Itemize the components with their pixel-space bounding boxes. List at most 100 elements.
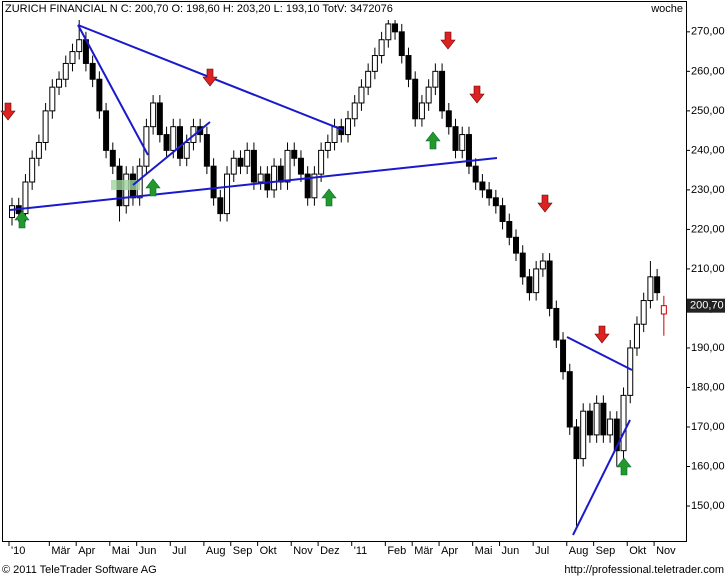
candle-body — [324, 141, 331, 151]
x-tick-label: Apr — [78, 545, 95, 557]
y-tick-label: 270,00 — [691, 26, 725, 38]
x-tick-label: Jun — [502, 545, 520, 557]
trend-line — [132, 121, 211, 186]
candle-body — [593, 402, 600, 436]
last-price-box — [687, 298, 725, 313]
x-tick-label: '10 — [11, 545, 25, 557]
x-tick-label: Jul — [172, 545, 186, 557]
candle-body — [371, 55, 378, 72]
candle-body — [76, 39, 83, 53]
y-tick-label: 240,00 — [691, 144, 725, 156]
x-tick-label: Aug — [569, 545, 589, 557]
candle-body — [22, 181, 29, 215]
y-tick-label: 220,00 — [691, 223, 725, 235]
chart-title: ZURICH FINANCIAL N C: 200,70 O: 198,60 H… — [5, 3, 393, 15]
candle-body — [660, 305, 667, 315]
buy-arrow — [616, 457, 632, 476]
candle-body — [486, 189, 493, 199]
candle-body — [109, 149, 116, 167]
candle-body — [237, 157, 244, 167]
sell-arrow — [594, 325, 610, 344]
candle-body — [311, 173, 318, 199]
candle-body — [546, 260, 553, 309]
trend-line — [566, 336, 633, 371]
candle-body — [318, 149, 325, 175]
candle-body — [304, 173, 311, 199]
last-price-label: 200,70 — [690, 300, 724, 312]
candle-body — [492, 197, 499, 207]
y-tick-label: 250,00 — [691, 105, 725, 117]
trend-line — [572, 419, 631, 536]
candle-body — [284, 149, 291, 183]
y-tick-label: 260,00 — [691, 65, 725, 77]
candle-body — [627, 347, 634, 396]
candle-body — [499, 205, 506, 223]
candle-body — [600, 402, 607, 436]
candle-body — [56, 78, 63, 88]
annotations — [0, 24, 633, 536]
x-tick-label: Jul — [535, 545, 549, 557]
x-tick-label: Nov — [656, 545, 676, 557]
x-tick-label: Aug — [206, 545, 226, 557]
candle-body — [613, 418, 620, 452]
candle-body — [566, 371, 573, 428]
highlight-box — [111, 180, 140, 190]
candle-body — [405, 55, 412, 80]
x-tick-label: Mai — [112, 545, 130, 557]
candle-body — [42, 110, 49, 143]
candle-body — [647, 276, 654, 302]
candle-body — [170, 126, 177, 151]
candle-body — [479, 181, 486, 191]
x-tick-label: Mär — [414, 545, 433, 557]
buy-arrow — [14, 210, 30, 229]
candle-body — [607, 418, 614, 436]
candle-body — [358, 86, 365, 104]
candle-body — [459, 134, 466, 151]
candle-body — [210, 165, 217, 199]
x-tick-label: Apr — [441, 545, 458, 557]
candle-body — [89, 62, 96, 80]
candle-body — [445, 110, 452, 128]
candle-body — [257, 173, 264, 183]
x-tick-label: Nov — [293, 545, 313, 557]
candle-body — [398, 31, 405, 57]
y-tick-label: 150,00 — [691, 500, 725, 512]
candle-body — [338, 126, 345, 136]
candle-body — [412, 78, 419, 120]
candle-body — [217, 197, 224, 215]
candle-body — [513, 236, 519, 254]
candle-body — [553, 307, 560, 341]
candle-body — [150, 102, 157, 128]
candle-body — [519, 252, 526, 278]
candle-body — [586, 410, 593, 436]
candle-body — [506, 221, 513, 238]
candle-body — [69, 51, 76, 64]
candle-body — [331, 126, 338, 143]
candle-body — [418, 102, 425, 120]
x-tick-label: Sep — [596, 545, 616, 557]
candle-body — [297, 157, 304, 175]
candle-body — [432, 70, 439, 88]
y-tick-label: 190,00 — [691, 342, 725, 354]
candles — [9, 19, 667, 526]
period-label: woche — [650, 3, 683, 15]
sell-arrow — [0, 102, 16, 121]
sell-arrow — [202, 68, 218, 87]
x-tick-label: Okt — [260, 545, 277, 557]
candle-body — [250, 149, 257, 183]
candle-body — [452, 126, 459, 151]
candle-body — [156, 102, 163, 136]
y-tick-label: 180,00 — [691, 381, 725, 393]
candle-body — [580, 410, 587, 460]
buy-arrow — [425, 131, 441, 150]
candle-body — [271, 165, 278, 191]
sell-arrow — [537, 194, 553, 213]
candle-body — [244, 149, 251, 167]
candle-body — [425, 86, 432, 104]
candle-body — [9, 205, 15, 219]
sell-arrow — [440, 31, 456, 50]
candle-body — [526, 276, 533, 294]
y-tick-label: 160,00 — [691, 460, 725, 472]
candle-body — [654, 276, 661, 294]
